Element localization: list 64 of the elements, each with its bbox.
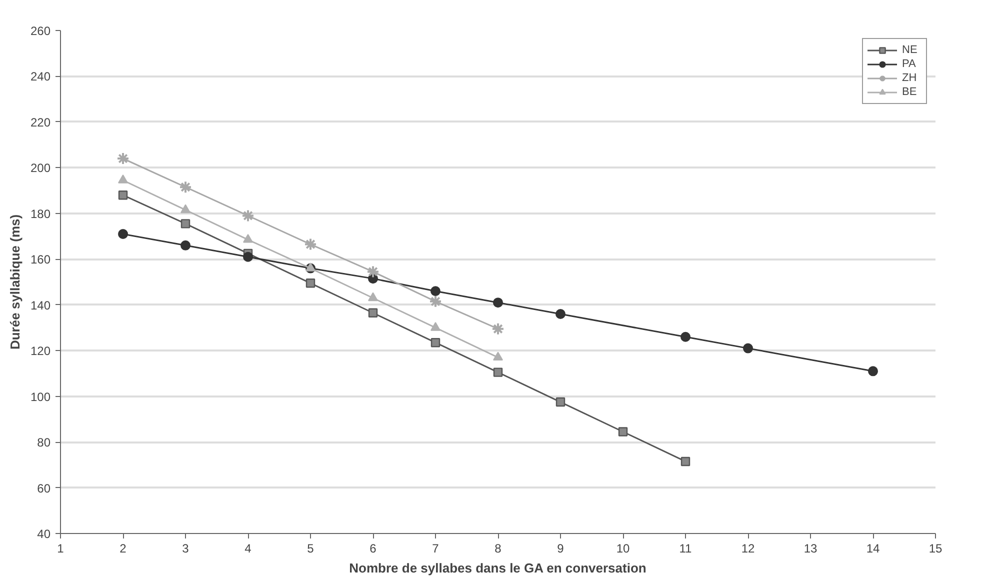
x-tick-label: 14 [866,542,880,556]
y-axis-title: Durée syllabique (ms) [7,214,22,350]
point [493,352,503,361]
legend-label: NE [902,43,918,57]
y-tick-label: 80 [37,436,51,450]
point [618,427,628,436]
y-tick-label: 140 [30,298,51,312]
point [366,265,380,278]
point [556,397,566,407]
point [306,278,316,288]
y-tick-label: 200 [30,161,51,176]
point [868,366,878,376]
y-tick-label: 180 [30,206,51,221]
point [242,209,254,222]
y-tick-label: 240 [30,70,51,84]
x-tick-label: 5 [307,542,314,556]
point [556,309,566,319]
point [118,228,128,239]
y-tick-label: 220 [30,115,51,130]
legend-label: ZH [902,71,918,85]
x-tick-label: 6 [370,542,377,556]
point [493,368,503,377]
y-tick-label: 100 [30,390,51,404]
point [304,238,317,251]
x-tick-label: 8 [494,542,502,556]
y-tick-label: 160 [30,252,51,267]
x-tick-label: 9 [557,542,564,556]
x-tick-label: 11 [679,542,692,556]
point [116,152,130,166]
x-tick-label: 4 [244,542,252,556]
x-tick-label: 1 [57,542,64,556]
point [368,292,378,302]
point [180,240,190,250]
x-tick-label: 13 [804,542,818,556]
point [180,219,190,228]
point [430,322,440,331]
x-tick-label: 7 [432,542,440,556]
point [429,294,442,308]
point [680,456,690,466]
legend-label: PA [902,57,917,71]
y-tick-label: 60 [37,481,51,496]
point [179,180,192,194]
y-tick-label: 260 [30,24,51,38]
x-tick-label: 10 [616,542,630,556]
x-tick-label: 2 [120,542,127,556]
point [680,332,690,342]
point [743,343,753,354]
point [493,298,503,308]
y-tick-label: 120 [30,344,51,358]
point [243,252,253,262]
point [243,234,253,243]
x-tick-label: 15 [928,542,942,556]
legend-label: BE [902,85,918,99]
point [118,174,128,184]
point [368,308,378,318]
x-tick-label: 3 [182,542,190,556]
x-axis-title: Nombre de syllabes dans le GA en conversation [349,560,646,576]
y-tick-label: 40 [37,527,51,541]
point [492,322,504,336]
point [430,286,440,296]
point [430,338,440,348]
point [180,204,190,214]
x-tick-label: 12 [741,542,755,556]
point [118,190,128,200]
